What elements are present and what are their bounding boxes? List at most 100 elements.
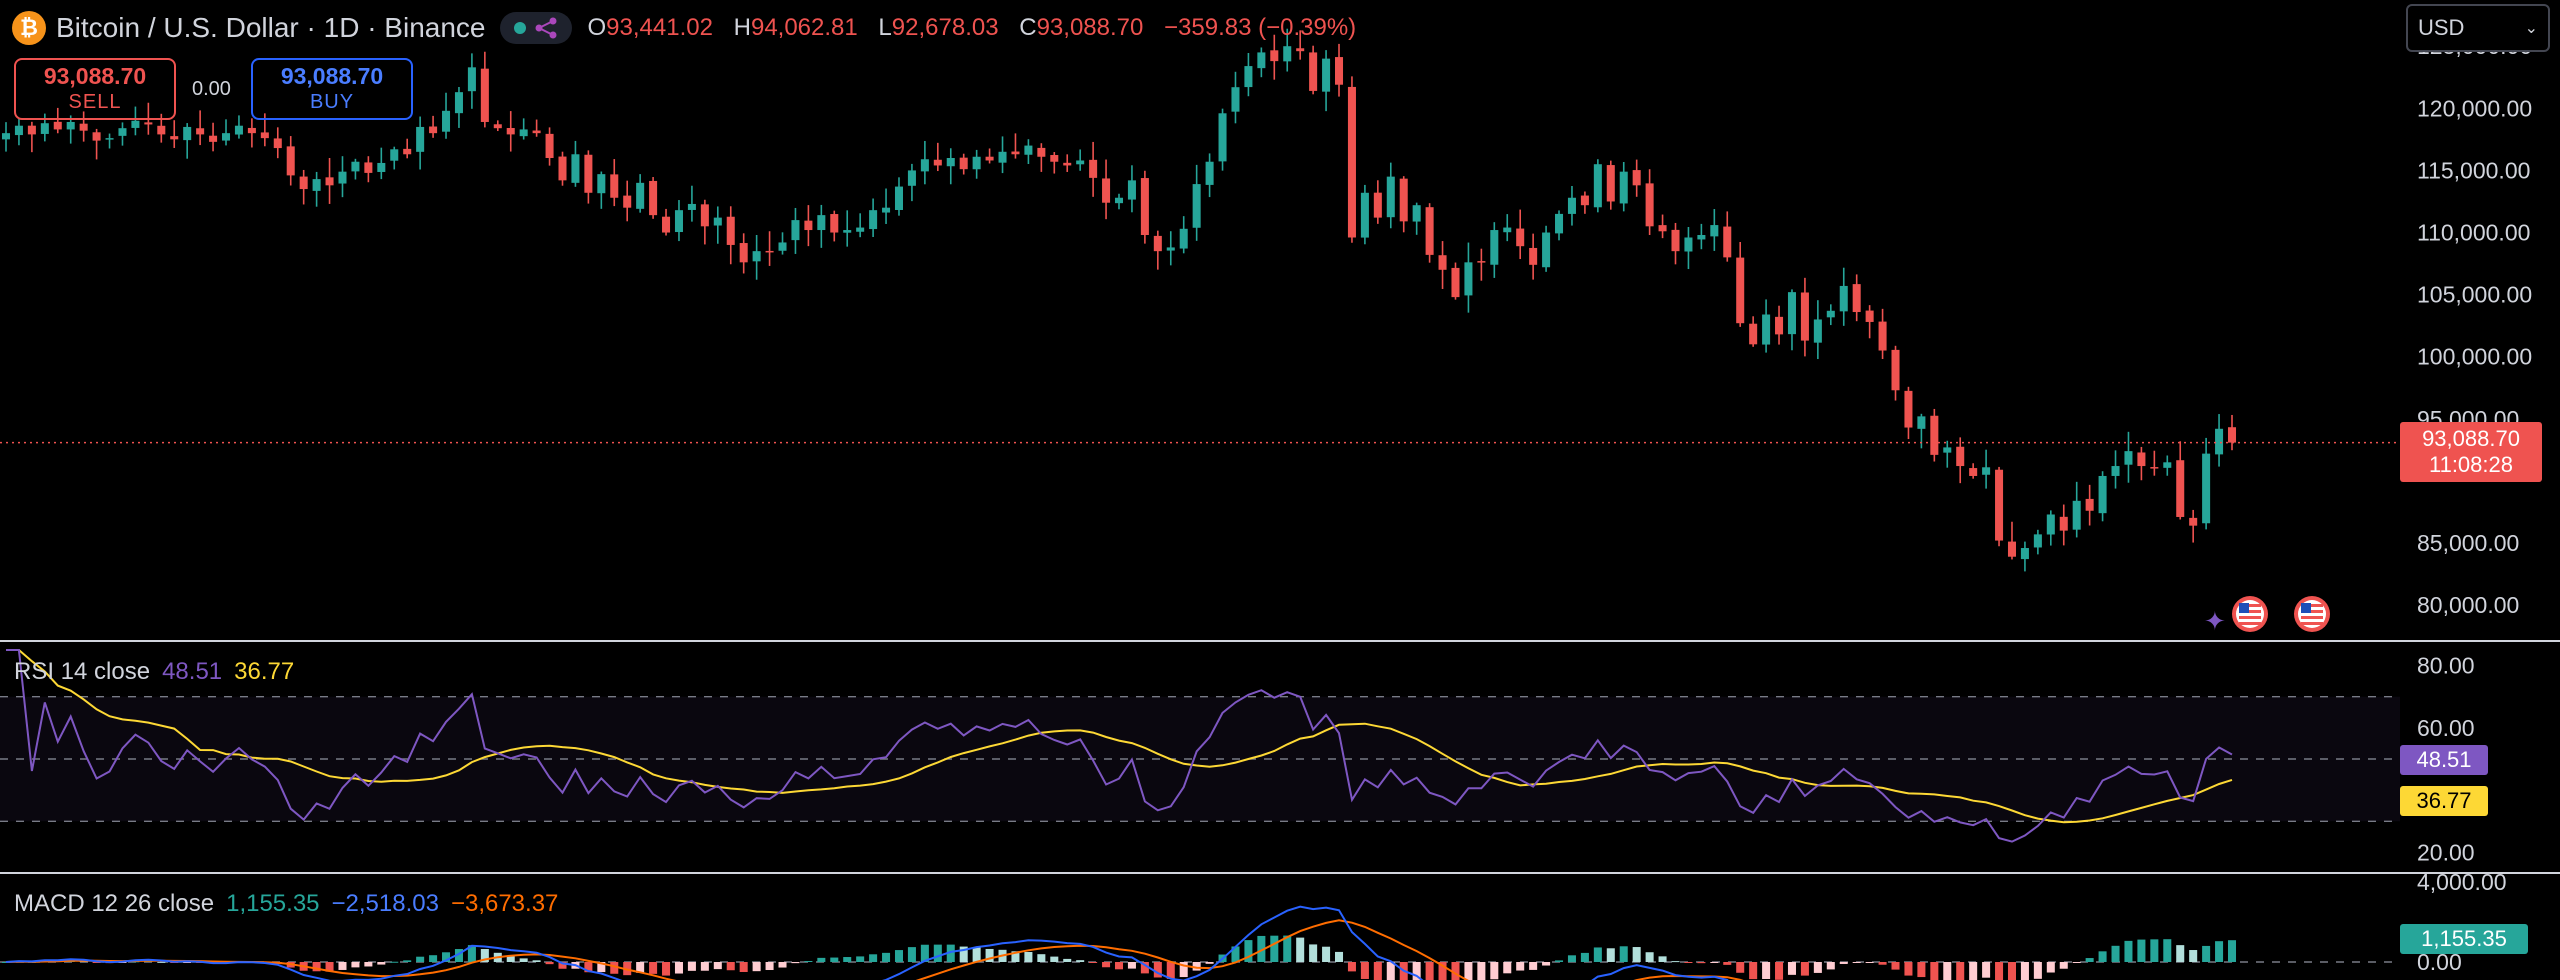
bitcoin-logo-icon: ₿ bbox=[12, 11, 46, 45]
macd-hist-bar bbox=[1762, 962, 1771, 980]
macd-hist-bar bbox=[752, 962, 761, 972]
candle bbox=[726, 206, 735, 265]
macd-hist-bar bbox=[1567, 955, 1576, 962]
candle bbox=[1567, 186, 1576, 226]
candle bbox=[843, 210, 852, 247]
candle bbox=[1826, 304, 1835, 326]
candle bbox=[1982, 449, 1991, 489]
macd-hist-bar bbox=[532, 960, 541, 962]
macd-hist-bar bbox=[1309, 944, 1318, 962]
macd-legend[interactable]: MACD 12 26 close 1,155.35 −2,518.03 −3,673.… bbox=[14, 890, 558, 918]
sell-button[interactable]: 93,088.70 SELL bbox=[14, 58, 176, 120]
macd-hist-bar bbox=[1166, 962, 1175, 979]
macd-hist-bar bbox=[2098, 951, 2107, 962]
candle bbox=[454, 86, 463, 128]
price-tick-label: 115,000.00 bbox=[2417, 157, 2530, 183]
candle bbox=[1969, 463, 1978, 479]
candle bbox=[2007, 521, 2017, 560]
candle bbox=[2098, 471, 2107, 522]
symbol-title[interactable]: Bitcoin / U.S. Dollar · 1D · Binance bbox=[56, 12, 486, 43]
candle bbox=[959, 153, 968, 175]
macd-hist-bar bbox=[1102, 962, 1111, 968]
buy-button[interactable]: 93,088.70 BUY bbox=[251, 58, 413, 120]
macd-title: MACD 12 26 close bbox=[14, 890, 215, 917]
macd-hist-bar bbox=[1127, 962, 1136, 969]
macd-hist-bar bbox=[1645, 952, 1654, 962]
macd-hist-bar bbox=[1542, 962, 1551, 966]
macd-hist-bar bbox=[597, 962, 606, 973]
macd-hist-bar bbox=[1451, 962, 1460, 980]
macd-hist-bar bbox=[1969, 962, 1978, 980]
rsi-panel[interactable] bbox=[0, 649, 2400, 843]
price-axis[interactable]: 125,000.00120,000.00115,000.00110,000.00… bbox=[2417, 33, 2532, 975]
macd-hist-bar bbox=[1839, 962, 1848, 964]
event-markers[interactable]: ✦ bbox=[2204, 596, 2330, 637]
candle bbox=[1373, 180, 1382, 224]
candle bbox=[778, 232, 787, 255]
candle bbox=[687, 185, 696, 222]
candle bbox=[1671, 222, 1680, 265]
candle bbox=[2163, 455, 2172, 476]
candle bbox=[1127, 165, 1136, 213]
macd-hist-bar bbox=[403, 960, 412, 962]
candle bbox=[2020, 541, 2029, 572]
macd-hist-bar bbox=[972, 947, 981, 962]
candle bbox=[2202, 437, 2211, 530]
candle bbox=[2072, 481, 2081, 538]
candle bbox=[1270, 34, 1279, 80]
candle bbox=[105, 133, 114, 149]
macd-hist-bar bbox=[429, 955, 438, 962]
currency-select[interactable]: USD ⌄ bbox=[2406, 4, 2550, 52]
candle bbox=[1697, 223, 1706, 250]
us-flag-event-icon[interactable] bbox=[2294, 596, 2330, 632]
last-price-badge: 93,088.70 11:08:28 bbox=[2400, 422, 2542, 482]
candle bbox=[1, 122, 11, 152]
macd-hist-bar bbox=[1140, 962, 1149, 974]
macd-hist-bar bbox=[2046, 962, 2055, 973]
candle bbox=[519, 118, 528, 140]
candle bbox=[1024, 139, 1033, 165]
macd-hist-bar bbox=[817, 957, 826, 962]
rsi-legend[interactable]: RSI 14 close 48.51 36.77 bbox=[14, 658, 294, 686]
macd-hist-bar bbox=[1192, 962, 1201, 971]
candle bbox=[804, 205, 813, 247]
candle bbox=[183, 123, 192, 159]
candle bbox=[739, 233, 748, 274]
us-flag-event-icon[interactable] bbox=[2232, 596, 2268, 632]
macd-hist-bar bbox=[1787, 962, 1796, 975]
candles bbox=[1, 28, 2237, 572]
candle bbox=[2227, 414, 2237, 451]
candle bbox=[998, 136, 1007, 174]
macd-hist-bar bbox=[2227, 940, 2237, 962]
macd-legend-value: −2,518.03 bbox=[331, 890, 439, 917]
macd-hist-bar bbox=[713, 962, 722, 970]
candle bbox=[946, 148, 955, 185]
macd-hist-bar bbox=[157, 961, 166, 963]
macd-hist-bar bbox=[933, 944, 942, 962]
macd-hist-bar bbox=[1775, 962, 1784, 980]
price-tick-label: 120,000.00 bbox=[2417, 95, 2532, 121]
rsi-line bbox=[6, 649, 2233, 843]
macd-hist-bar bbox=[674, 962, 683, 974]
macd-hist-bar bbox=[92, 962, 101, 963]
candle bbox=[1425, 203, 1434, 263]
buy-label: BUY bbox=[309, 91, 355, 113]
candle bbox=[1050, 152, 1059, 174]
status-pill[interactable] bbox=[499, 12, 572, 44]
macd-hist-bar bbox=[869, 954, 878, 962]
chevron-down-icon: ⌄ bbox=[2524, 20, 2538, 37]
macd-hist-bar bbox=[610, 962, 619, 974]
macd-hist-bar bbox=[1503, 962, 1512, 974]
macd-hist-bar bbox=[1593, 947, 1602, 962]
low-value: 92,678.03 bbox=[891, 14, 999, 41]
last-price-value: 93,088.70 bbox=[2422, 426, 2520, 451]
candle bbox=[1762, 299, 1771, 353]
candle bbox=[713, 206, 722, 244]
macd-hist-bar bbox=[1153, 962, 1162, 978]
sparkle-icon[interactable]: ✦ bbox=[2204, 607, 2226, 637]
macd-panel[interactable] bbox=[0, 905, 2400, 980]
macd-hist-bar bbox=[1024, 952, 1033, 962]
candle bbox=[1632, 159, 1641, 197]
macd-hist-bar bbox=[1114, 962, 1124, 970]
